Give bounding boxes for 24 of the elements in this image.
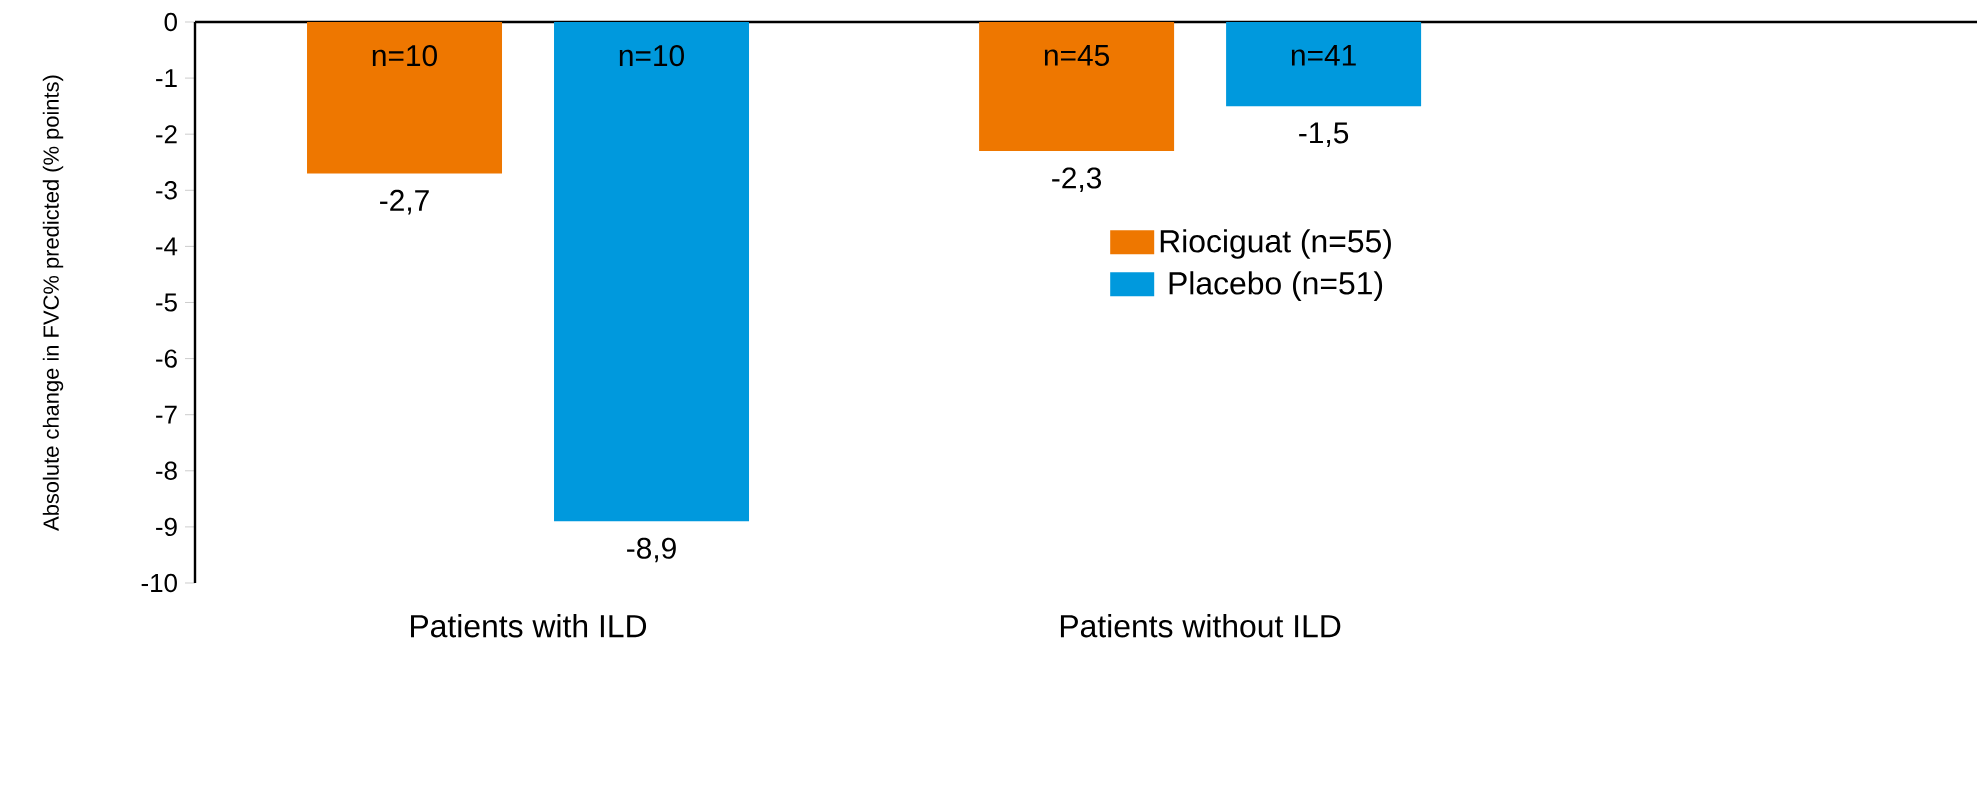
annotation: n=41 [1291, 45, 1356, 66]
x-tick-label: Patients without ILD [1060, 614, 1341, 638]
y-tick-label: -9 [156, 517, 177, 537]
y-tick-label: -2 [156, 125, 177, 144]
legend-label: Placebo (n=51) [1169, 271, 1383, 301]
legend-label: Riociguat (n=55) [1160, 229, 1391, 259]
annotation: n=45 [1044, 45, 1109, 66]
y-tick-label: -1 [156, 69, 177, 87]
data-label: -8,9 [627, 537, 676, 563]
data-label: -2,7 [380, 189, 429, 215]
y-tick-label: -6 [156, 349, 177, 368]
x-tick-label: Patients with ILD [411, 614, 647, 638]
annotation: n=10 [619, 45, 684, 67]
y-tick-label: -4 [156, 237, 178, 256]
y-tick-label: 0 [164, 12, 177, 32]
data-label: -1,5 [1299, 122, 1349, 147]
y-tick-label: -8 [156, 461, 177, 480]
y-tick-label: -3 [156, 181, 177, 200]
y-tick-label: -7 [156, 405, 177, 424]
y-tick-label: -5 [156, 293, 177, 312]
y-tick-label: -10 [141, 573, 177, 593]
y-axis-title: Absolute change in FVC% predicted (% points) [42, 75, 64, 531]
annotation: n=10 [372, 45, 437, 67]
data-label: -2,3 [1052, 167, 1102, 193]
